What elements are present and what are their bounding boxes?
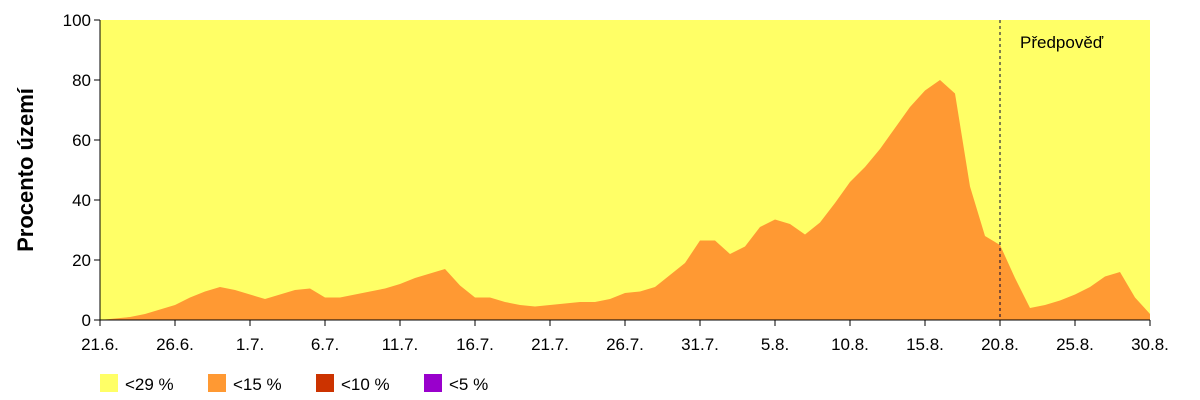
x-tick-label: 26.6. [156,335,194,354]
legend: <29 % <15 % <10 % <5 % [100,374,488,394]
y-tick-label: 0 [82,311,91,330]
x-tick-label: 31.7. [681,335,719,354]
x-tick-label: 1.7. [236,335,264,354]
legend-label-0: <29 % [125,375,174,394]
legend-swatch-1 [208,374,226,392]
legend-label-2: <10 % [341,375,390,394]
y-tick-label: 100 [63,11,91,30]
y-tick-label: 20 [72,251,91,270]
y-tick-label: 40 [72,191,91,210]
axes: Procento území 0 20 40 60 80 100 21.6. 26.6. 1.7… [13,11,1169,354]
x-tick-label: 11.7. [382,335,419,354]
x-tick-label: 20.8. [981,335,1019,354]
x-tick-label: 30.8. [1131,335,1169,354]
x-tick-label: 5.8. [761,335,789,354]
y-tick-label: 60 [72,131,91,150]
x-tick-label: 15.8. [906,335,944,354]
legend-swatch-3 [424,374,442,392]
legend-swatch-0 [100,374,118,392]
x-tick-label: 26.7. [606,335,644,354]
y-tick-label: 80 [72,71,91,90]
plot-area: Předpověď [100,20,1150,320]
x-tick-label: 21.7. [531,335,569,354]
x-tick-label: 10.8. [831,335,869,354]
x-tick-label: 21.6. [81,335,119,354]
legend-label-3: <5 % [449,375,488,394]
x-tick-label: 25.8. [1056,335,1094,354]
x-tick-label: 16.7. [456,335,494,354]
y-axis-label: Procento území [13,87,38,252]
legend-label-1: <15 % [233,375,282,394]
legend-swatch-2 [316,374,334,392]
series-area-1 [100,80,1150,320]
x-tick-label: 6.7. [311,335,339,354]
forecast-label: Předpověď [1020,33,1104,52]
